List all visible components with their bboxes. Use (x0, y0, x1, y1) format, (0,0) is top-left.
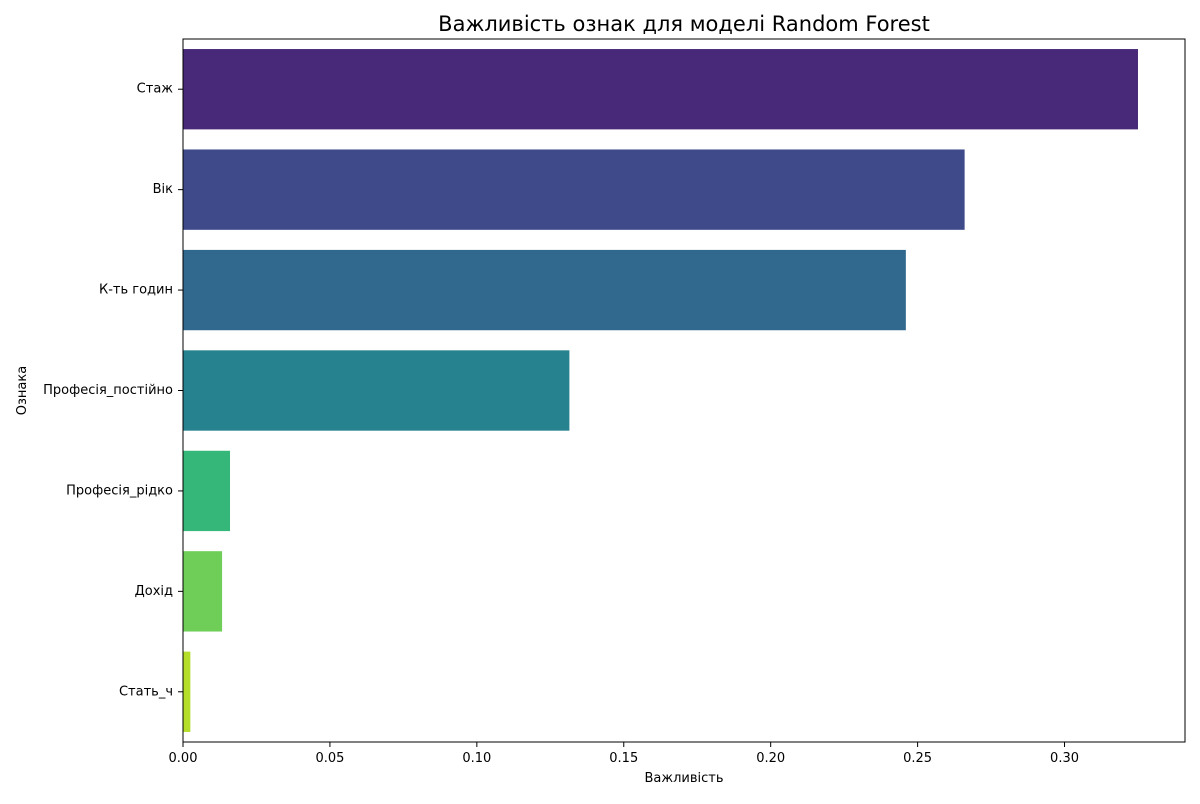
x-tick-label: 0.05 (315, 751, 344, 766)
bar-7 (183, 651, 191, 732)
bar-3 (183, 249, 906, 331)
bar-6 (183, 551, 223, 632)
y-tick-label: Вік (153, 182, 174, 197)
y-axis-ticks: Стаж Вік К-ть годин Професія_постійно Профес… (43, 82, 183, 699)
bar-4 (183, 350, 570, 431)
x-axis-label: Важливість (644, 771, 723, 786)
y-tick-label: Дохід (135, 584, 173, 599)
x-tick-label: 0.25 (903, 751, 932, 766)
y-axis-label: Ознака (15, 366, 30, 415)
x-tick-label: 0.20 (756, 751, 785, 766)
x-tick-label: 0.15 (609, 751, 638, 766)
x-tick-label: 0.30 (1050, 751, 1079, 766)
bar-1 (183, 49, 1138, 130)
x-axis-ticks: 0.00 0.05 0.10 0.15 0.20 0.25 0.30 (169, 742, 1079, 766)
bars-group (183, 49, 1138, 732)
y-tick-label: Професія_рідко (66, 483, 173, 498)
x-tick-label: 0.00 (169, 751, 198, 766)
plot-frame (182, 38, 1186, 743)
y-tick-label: К-ть годин (99, 283, 173, 298)
bar-5 (183, 450, 231, 532)
bar-2 (183, 149, 965, 230)
y-tick-label: Стать_ч (119, 684, 173, 699)
y-tick-label: Стаж (137, 82, 174, 97)
x-tick-label: 0.10 (462, 751, 491, 766)
chart-title: Важливість ознак для моделі Random Fores… (438, 12, 930, 36)
y-tick-label: Професія_постійно (43, 383, 173, 398)
